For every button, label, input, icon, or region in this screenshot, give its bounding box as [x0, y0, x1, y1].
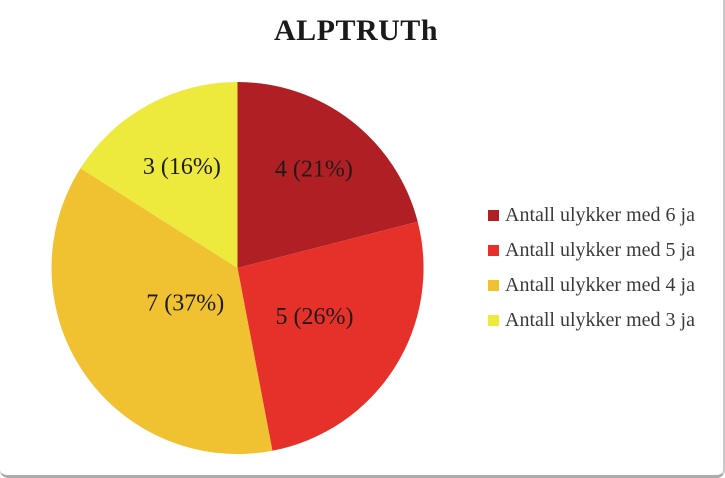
legend-swatch: [488, 280, 499, 291]
legend-item: Antall ulykker med 6 ja: [488, 198, 695, 233]
slice-label: 7 (37%): [146, 291, 224, 317]
legend-label: Antall ulykker med 5 ja: [505, 239, 695, 261]
legend-item: Antall ulykker med 3 ja: [488, 303, 695, 338]
pie-slice: [80, 82, 238, 268]
pie-slice: [237, 221, 424, 451]
legend-label: Antall ulykker med 4 ja: [505, 274, 695, 296]
pie-slice: [51, 168, 273, 454]
slice-label: 4 (21%): [275, 157, 353, 183]
legend-label: Antall ulykker med 6 ja: [505, 204, 695, 226]
chart-title: ALPTRUTh: [273, 14, 439, 47]
slice-label: 3 (16%): [143, 154, 221, 180]
legend-item: Antall ulykker med 4 ja: [488, 268, 695, 303]
legend-swatch: [488, 245, 499, 256]
chart-legend: Antall ulykker med 6 ja Antall ulykker me…: [488, 198, 695, 338]
legend-label: Antall ulykker med 3 ja: [505, 309, 695, 331]
legend-item: Antall ulykker med 5 ja: [488, 233, 695, 268]
pie-slice: [237, 81, 418, 268]
pie-chart: 4 (21%) 5 (26%) 7 (37%) 3 (16%): [51, 81, 424, 454]
legend-swatch: [488, 210, 499, 221]
slice-label: 5 (26%): [276, 304, 354, 330]
legend-swatch: [488, 315, 499, 326]
